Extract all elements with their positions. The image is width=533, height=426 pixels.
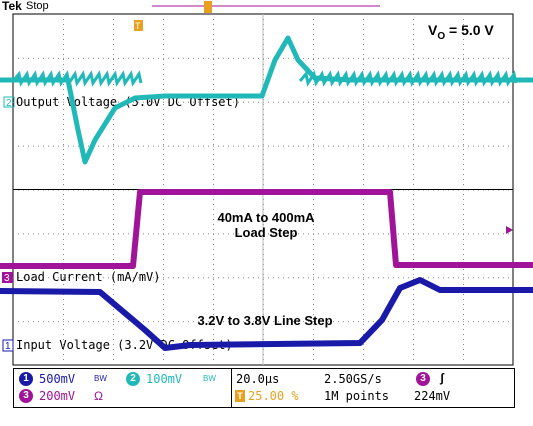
ch3-marker: 3 bbox=[4, 273, 10, 284]
ch2-scale-badge[interactable]: 2 bbox=[126, 372, 140, 386]
ch3-scale-badge[interactable]: 3 bbox=[19, 389, 33, 403]
trigger-marker-glyph: T bbox=[135, 21, 141, 31]
acquisition-state: Stop bbox=[26, 0, 49, 12]
load-step-annotation-1: 40mA to 400mA bbox=[217, 210, 315, 225]
sample-rate-readout: 2.50GS/s bbox=[324, 372, 382, 386]
trigger-position-marker[interactable]: T bbox=[134, 1, 380, 31]
trigger-level-arrow[interactable] bbox=[506, 226, 513, 234]
record-length-readout: 1M points bbox=[324, 389, 390, 403]
trigger-position-readout[interactable]: 25.00 % bbox=[248, 389, 299, 403]
channel-scale-box: 1 500mV BW 2 100mV BW 3 200mV Ω bbox=[14, 369, 232, 407]
ch3-title: Load Current (mA/mV) bbox=[16, 270, 161, 284]
trigger-source-badge[interactable]: 3 bbox=[416, 372, 430, 386]
trigger-level-readout[interactable]: 224mV bbox=[414, 389, 451, 403]
ch2-ripple bbox=[298, 70, 518, 87]
ch3-scale: 200mV bbox=[39, 389, 76, 403]
ch1-scale-badge[interactable]: 1 bbox=[19, 372, 33, 386]
brand-logo: Tek bbox=[2, 0, 22, 13]
status-bar: Tek Stop bbox=[0, 0, 533, 14]
ch1-marker: 1 bbox=[5, 341, 11, 352]
vo-annotation: VO = 5.0 V bbox=[428, 22, 494, 42]
load-step-annotation-2: Load Step bbox=[235, 225, 298, 240]
ch1-trace bbox=[0, 277, 533, 351]
trigger-top-marker bbox=[204, 1, 212, 13]
readout-panel: 1 500mV BW 2 100mV BW 3 200mV Ω 20.0µs T… bbox=[13, 368, 515, 408]
ch2-marker: 2 bbox=[6, 98, 12, 109]
ch3-termination: Ω bbox=[94, 389, 103, 403]
ch3-trace bbox=[0, 189, 533, 269]
ch1-scale: 500mV bbox=[39, 372, 76, 386]
line-step-annotation: 3.2V to 3.8V Line Step bbox=[197, 313, 332, 328]
ch3-label: 3 Load Current (mA/mV) bbox=[2, 270, 161, 284]
ch2-bw-limit: BW bbox=[203, 374, 216, 383]
trigger-pos-badge: T bbox=[235, 390, 245, 402]
ch2-ripple bbox=[11, 70, 143, 87]
timebase-readout[interactable]: 20.0µs bbox=[236, 372, 280, 386]
ch1-bw-limit: BW bbox=[94, 374, 107, 383]
ch2-scale: 100mV bbox=[146, 372, 183, 386]
trigger-slope-icon[interactable]: ʃ bbox=[440, 371, 444, 385]
